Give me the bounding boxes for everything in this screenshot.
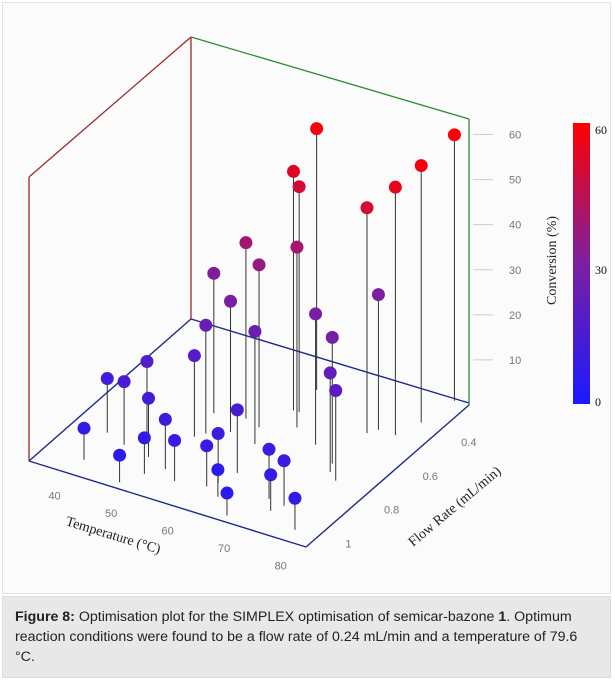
data-point [101, 372, 114, 385]
y-tick-label: 0.8 [384, 505, 399, 517]
y-tick-label: 0.6 [423, 471, 438, 483]
data-point [360, 201, 373, 214]
data-point [415, 159, 428, 172]
data-point [290, 241, 303, 254]
data-point [326, 331, 339, 344]
back-top-edge [191, 37, 469, 119]
back-left-edge [29, 37, 191, 177]
data-point [329, 384, 342, 397]
z-tick-label: 30 [509, 265, 521, 277]
data-point [188, 349, 201, 362]
data-point [287, 165, 300, 178]
z-tick-label: 50 [509, 175, 521, 187]
data-point [264, 468, 277, 481]
data-point [389, 181, 402, 194]
data-point [263, 443, 276, 456]
caption-text-a: Optimisation plot for the SIMPLEX optimi… [75, 609, 498, 625]
y-tick-label: 1 [345, 538, 351, 550]
y-axis-label: Flow Rate (mL/min) [406, 464, 505, 550]
data-point [142, 392, 155, 405]
x-tick-label: 70 [218, 543, 230, 555]
data-point [248, 325, 261, 338]
data-point [113, 449, 126, 462]
z-tick-label: 20 [509, 310, 521, 322]
data-point [78, 422, 91, 435]
data-point [207, 267, 220, 280]
data-point [448, 128, 461, 141]
colorbar [573, 123, 590, 404]
data-point [159, 413, 172, 426]
data-point [212, 427, 225, 440]
data-point [168, 434, 181, 447]
data-point [200, 439, 213, 452]
data-point [239, 236, 252, 249]
x-tick-label: 50 [105, 508, 117, 520]
z-axis-label: Conversion (%) [545, 216, 560, 305]
data-point [310, 122, 323, 135]
data-point [220, 487, 233, 500]
floor-left-edge [29, 319, 191, 461]
data-point [288, 492, 301, 505]
data-points [78, 122, 461, 505]
colorbar-tick-max: 60 [595, 123, 607, 137]
colorbar-tick-min: 0 [595, 395, 601, 409]
figure-caption: Figure 8: Optimisation plot for the SIMP… [2, 596, 611, 678]
z-tick-label: 40 [509, 220, 521, 232]
z-tick-label: 10 [509, 355, 521, 367]
y-tick-label: 0.4 [461, 437, 476, 449]
data-point [224, 295, 237, 308]
colorbar-tick-mid: 30 [595, 263, 607, 277]
x-tick-label: 80 [275, 560, 287, 572]
data-point [138, 431, 151, 444]
data-point [278, 454, 291, 467]
data-point [140, 355, 153, 368]
data-point [231, 403, 244, 416]
data-point [199, 319, 212, 332]
data-point [118, 375, 131, 388]
data-point [293, 180, 306, 193]
figure-panel: 40 50 60 70 80 0.4 0.6 0.8 1 10 20 30 40 50 60 Tempera… [2, 2, 611, 594]
data-point [211, 463, 224, 476]
x-tick-label: 40 [48, 490, 60, 502]
data-point [372, 288, 385, 301]
data-point [324, 366, 337, 379]
data-point [309, 307, 322, 320]
z-tick-label: 60 [509, 130, 521, 142]
x-axis-label: Temperature (°C) [64, 514, 163, 557]
data-point [253, 258, 266, 271]
caption-label: Figure 8: [15, 609, 75, 625]
x-tick-label: 60 [162, 525, 174, 537]
scatter-3d-plot: 40 50 60 70 80 0.4 0.6 0.8 1 10 20 30 40 50 60 Tempera… [3, 3, 610, 593]
